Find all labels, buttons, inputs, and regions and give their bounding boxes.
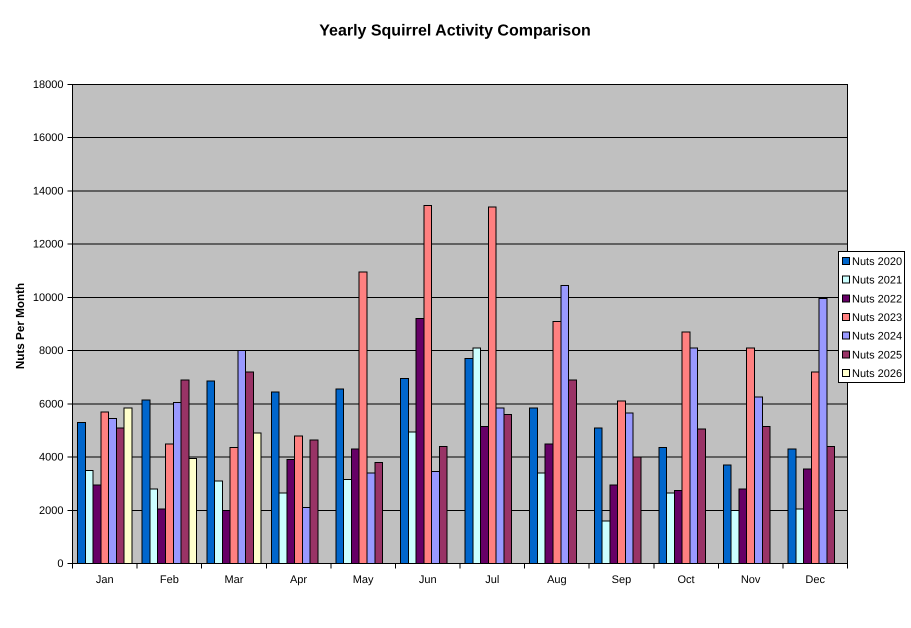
svg-text:Nuts 2022: Nuts 2022 — [852, 293, 902, 305]
svg-text:Nuts 2023: Nuts 2023 — [852, 312, 902, 324]
svg-text:18000: 18000 — [33, 79, 64, 91]
svg-text:2000: 2000 — [39, 505, 63, 517]
svg-text:Feb: Feb — [160, 574, 179, 586]
svg-text:0: 0 — [57, 558, 63, 570]
svg-text:Sep: Sep — [612, 574, 632, 586]
svg-text:Nuts 2026: Nuts 2026 — [852, 368, 902, 380]
svg-text:Mar: Mar — [224, 574, 243, 586]
svg-text:Nuts 2020: Nuts 2020 — [852, 256, 902, 268]
svg-text:Dec: Dec — [805, 574, 825, 586]
svg-text:14000: 14000 — [33, 185, 64, 197]
svg-text:Yearly Squirrel Activity Compa: Yearly Squirrel Activity Comparison — [319, 23, 591, 40]
svg-text:12000: 12000 — [33, 239, 64, 251]
svg-text:Nuts Per Month: Nuts Per Month — [14, 283, 27, 369]
svg-text:May: May — [353, 574, 374, 586]
svg-text:6000: 6000 — [39, 398, 63, 410]
svg-text:Oct: Oct — [677, 574, 694, 586]
svg-text:Aug: Aug — [547, 574, 567, 586]
svg-text:Jun: Jun — [419, 574, 437, 586]
svg-text:Nuts 2024: Nuts 2024 — [852, 331, 902, 343]
svg-text:10000: 10000 — [33, 292, 64, 304]
svg-text:Nuts 2021: Nuts 2021 — [852, 275, 902, 287]
svg-text:Nuts 2025: Nuts 2025 — [852, 349, 902, 361]
svg-text:16000: 16000 — [33, 132, 64, 144]
svg-text:4000: 4000 — [39, 452, 63, 464]
svg-text:Jan: Jan — [96, 574, 114, 586]
svg-text:Nov: Nov — [741, 574, 761, 586]
svg-text:Apr: Apr — [290, 574, 307, 586]
svg-text:Jul: Jul — [485, 574, 499, 586]
svg-text:8000: 8000 — [39, 345, 63, 357]
